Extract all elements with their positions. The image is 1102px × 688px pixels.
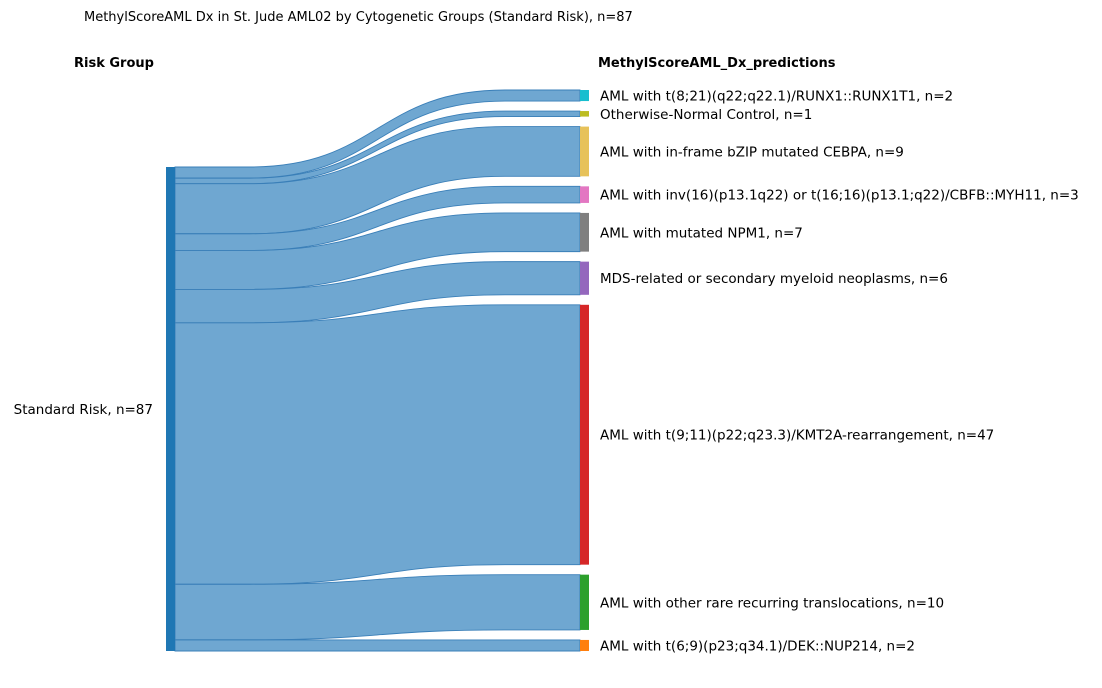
right-header: MethylScoreAML_Dx_predictions <box>598 56 836 71</box>
flow-band <box>174 304 581 585</box>
flow-band <box>174 261 581 324</box>
target-label: AML with other rare recurring translocat… <box>600 595 944 611</box>
flow-band <box>174 574 581 641</box>
chart-title: MethylScoreAML Dx in St. Jude AML02 by C… <box>84 10 633 25</box>
target-node <box>580 90 589 102</box>
target-label: AML with t(9;11)(p22;q23.3)/KMT2A-rearra… <box>600 428 994 444</box>
target-node <box>580 261 589 295</box>
target-node <box>580 186 589 203</box>
target-node <box>580 126 589 177</box>
target-node <box>580 212 589 252</box>
target-label: AML with t(8;21)(q22;q22.1)/RUNX1::RUNX1… <box>600 89 953 105</box>
target-label: AML with in-frame bZIP mutated CEBPA, n=… <box>600 144 904 160</box>
target-node <box>580 639 589 651</box>
target-node <box>580 304 589 565</box>
flow-band <box>174 639 581 652</box>
left-header: Risk Group <box>74 56 154 71</box>
target-label: MDS-related or secondary myeloid neoplas… <box>600 271 948 287</box>
target-labels: AML with t(8;21)(q22;q22.1)/RUNX1::RUNX1… <box>600 89 1079 655</box>
source-node <box>166 167 175 651</box>
target-node <box>580 111 589 117</box>
target-label: AML with inv(16)(p13.1q22) or t(16;16)(p… <box>600 188 1079 204</box>
target-label: AML with mutated NPM1, n=7 <box>600 225 803 241</box>
source-label: Standard Risk, n=87 <box>14 402 153 418</box>
target-label: Otherwise-Normal Control, n=1 <box>600 107 812 123</box>
flows <box>174 89 581 652</box>
target-nodes <box>580 90 589 651</box>
target-label: AML with t(6;9)(p23;q34.1)/DEK::NUP214, … <box>600 638 915 654</box>
target-node <box>580 574 589 630</box>
flow-band <box>174 126 581 235</box>
